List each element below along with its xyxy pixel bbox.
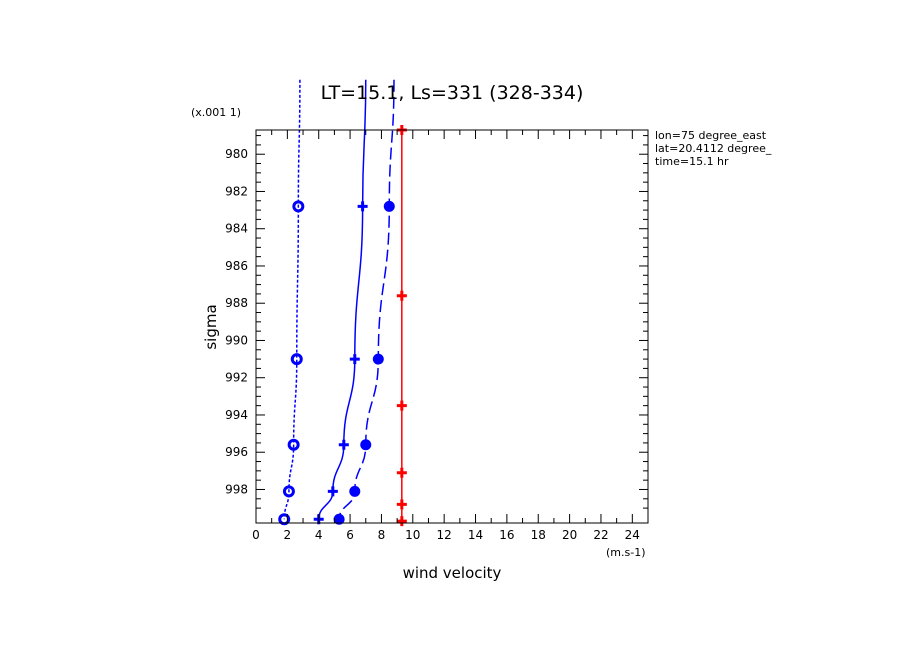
series-0-point xyxy=(292,200,305,213)
series-1-point xyxy=(357,201,368,212)
y-tick-label: 992 xyxy=(225,371,248,385)
annotation-time: time=15.1 hr xyxy=(655,155,729,168)
annotation-lat: lat=20.4112 degree_ xyxy=(655,142,772,155)
x-tick-label: 4 xyxy=(315,528,323,542)
series-0-point xyxy=(287,438,300,451)
y-tick-label: 984 xyxy=(225,222,248,236)
series-1-point xyxy=(349,354,360,365)
y-tick-label: 990 xyxy=(225,333,248,347)
x-tick-label: 12 xyxy=(437,528,452,542)
series-3-point xyxy=(396,516,407,527)
x-tick-label: 18 xyxy=(531,528,546,542)
series-2-point xyxy=(360,439,372,451)
x-axis: 0 2 4 6 8 10 12 14 16 18 20 22 24 xyxy=(252,130,649,542)
y-tick-label: 988 xyxy=(225,296,248,310)
series-2-point xyxy=(372,353,384,365)
series-2-point xyxy=(383,200,395,212)
x-tick-label: 16 xyxy=(499,528,514,542)
x-tick-label: 22 xyxy=(593,528,608,542)
x-tick-label: 10 xyxy=(405,528,420,542)
x-units-label: (m.s-1) xyxy=(606,546,646,559)
x-tick-label: 24 xyxy=(625,528,640,542)
series-1-point xyxy=(338,439,349,450)
y-tick-label: 982 xyxy=(225,184,248,198)
y-tick-label: 996 xyxy=(225,445,248,459)
series-3-point xyxy=(396,499,407,510)
x-tick-label: 6 xyxy=(346,528,354,542)
plot-frame xyxy=(255,129,649,524)
y-units-label: (x.001 1) xyxy=(191,106,241,119)
x-tick-label: 14 xyxy=(468,528,483,542)
y-tick-label: 998 xyxy=(225,482,248,496)
chart-title: LT=15.1, Ls=331 (328-334) xyxy=(321,82,584,104)
x-tick-label: 0 xyxy=(252,528,260,542)
y-tick-label: 980 xyxy=(225,147,248,161)
series-0-point xyxy=(290,353,303,366)
plot-lines xyxy=(278,79,407,527)
series-line-0 xyxy=(283,79,301,520)
series-1-point xyxy=(327,486,338,497)
y-tick-label: 994 xyxy=(225,408,248,422)
y-tick-label: 986 xyxy=(225,259,248,273)
series-0-point xyxy=(282,485,295,498)
series-line-1 xyxy=(317,79,367,520)
y-axis-label: sigma xyxy=(202,304,220,349)
series-0-point xyxy=(278,513,291,526)
x-axis-label: wind velocity xyxy=(403,564,502,582)
x-tick-label: 8 xyxy=(378,528,386,542)
y-axis: 980 982 984 986 988 990 992 994 996 998 xyxy=(225,135,648,509)
series-3-point xyxy=(396,400,407,411)
series-2-point xyxy=(349,485,361,497)
series-line-2 xyxy=(338,79,395,520)
x-tick-label: 20 xyxy=(562,528,577,542)
series-3-point xyxy=(396,290,407,301)
x-tick-label: 2 xyxy=(284,528,292,542)
series-3-point xyxy=(396,467,407,478)
annotation-lon: lon=75 degree_east xyxy=(655,129,767,142)
